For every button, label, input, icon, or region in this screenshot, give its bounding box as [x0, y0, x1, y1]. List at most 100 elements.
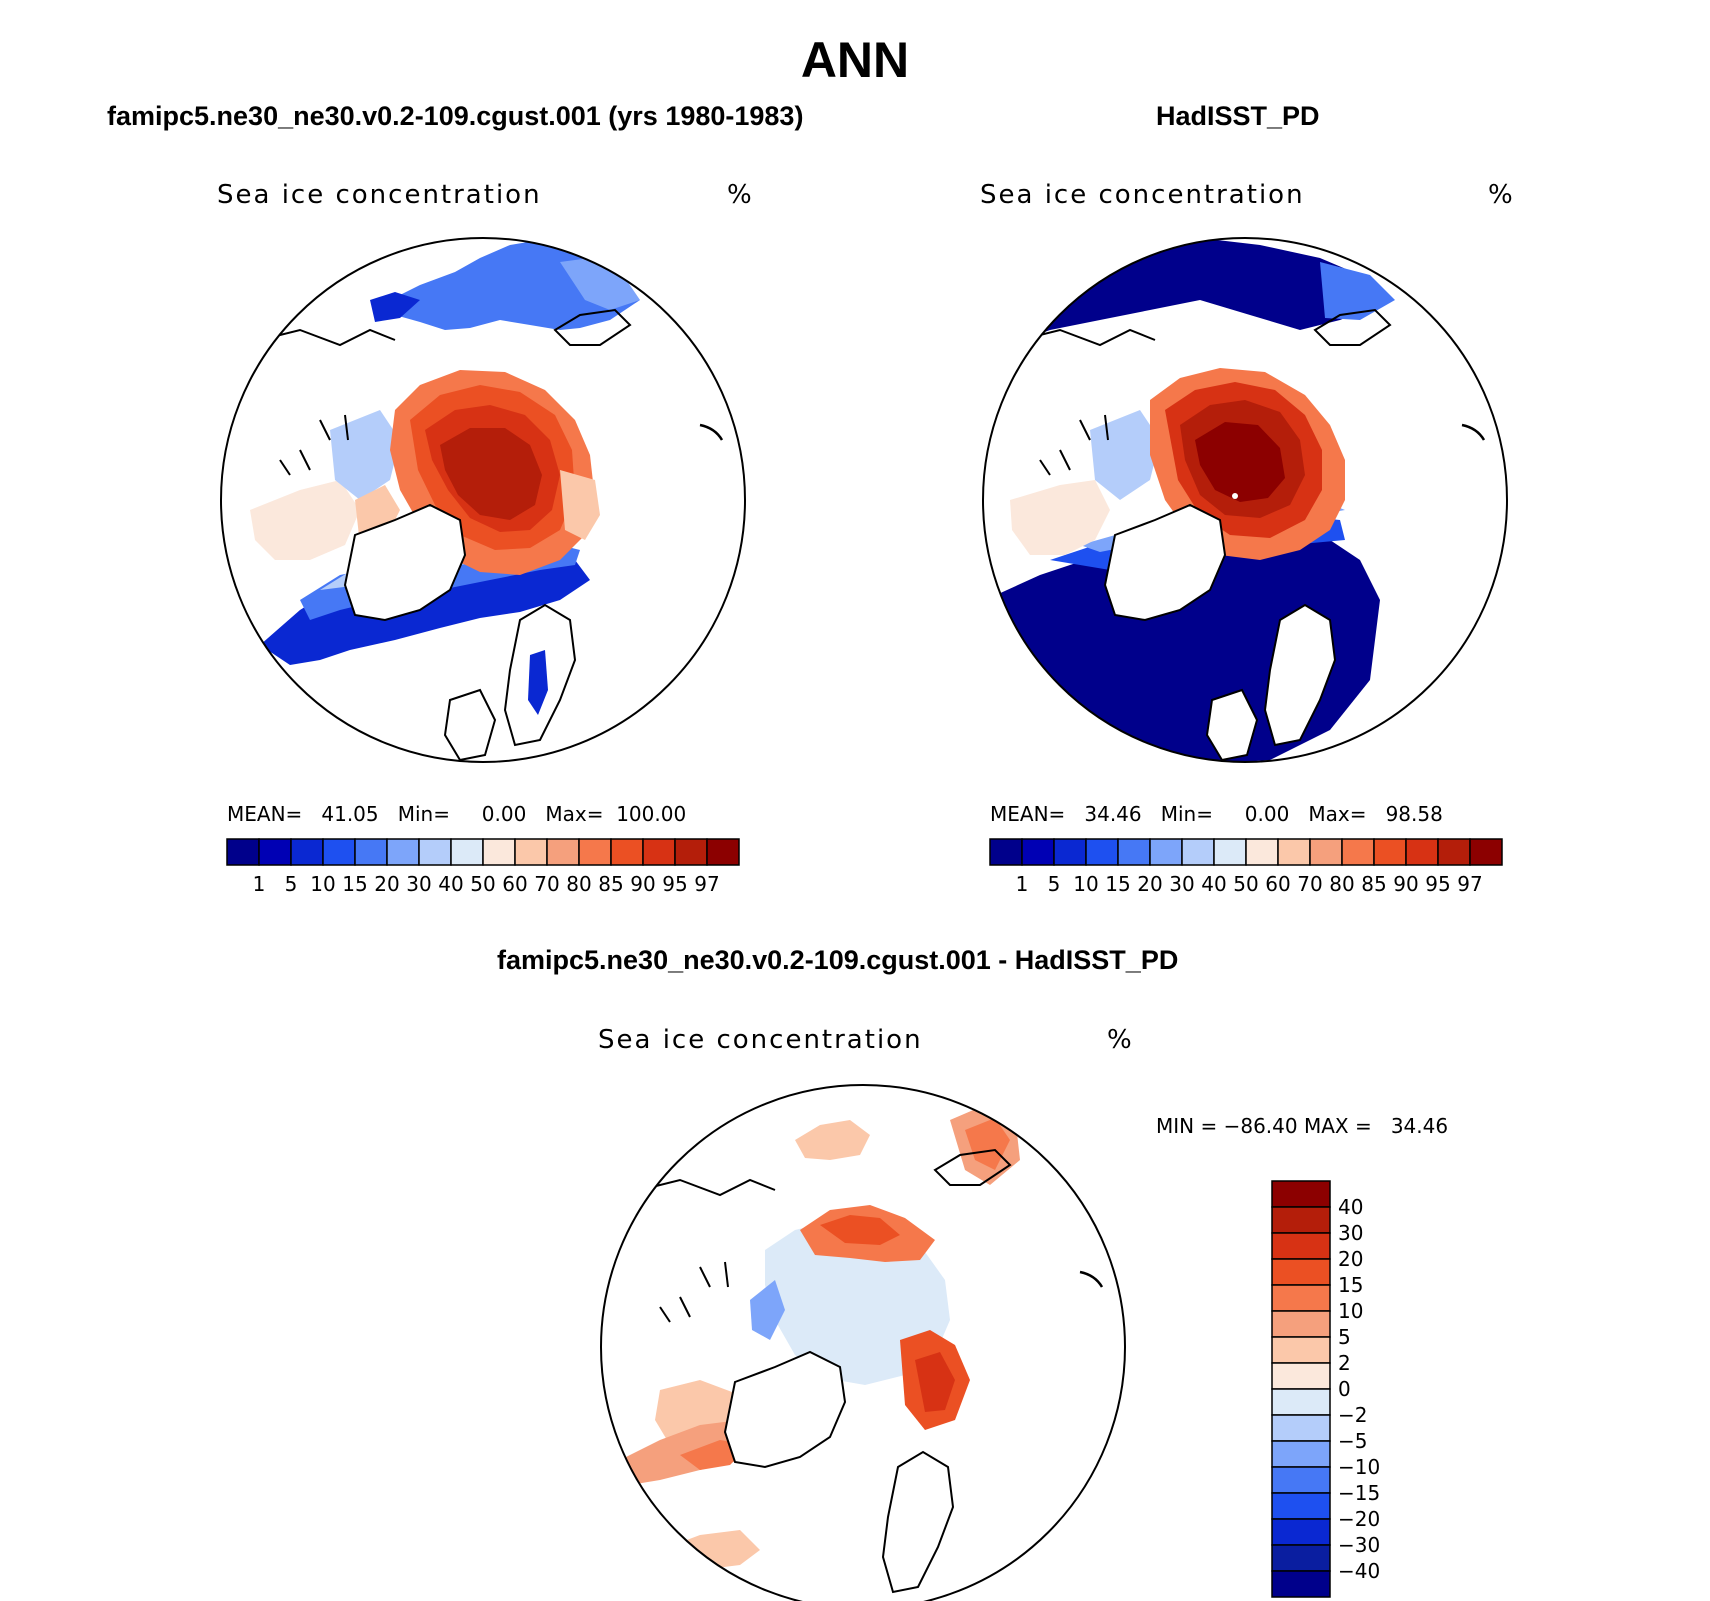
map-panel2: [982, 237, 1508, 763]
scandinavia-land-diff: [881, 1450, 955, 1594]
cb3-swatch: [1271, 1544, 1331, 1572]
cb1-tick-label: 90: [630, 872, 655, 896]
atlantic-ice-band: [260, 555, 590, 665]
cb3-swatch: [1271, 1440, 1331, 1468]
panel1-min: 0.00: [481, 802, 527, 826]
cb3-tick-label: 15: [1338, 1273, 1363, 1297]
cb1-swatch: [642, 838, 676, 866]
cb3-tick-label: −15: [1338, 1481, 1380, 1505]
panel3-min: −86.40: [1223, 1114, 1298, 1138]
panel3-max-label: MAX =: [1303, 1114, 1372, 1138]
cb1-swatch: [706, 838, 740, 866]
cb1-swatch: [418, 838, 452, 866]
cb1-tick-label: 70: [534, 872, 559, 896]
cb3-tick-label: 5: [1338, 1325, 1351, 1349]
cb1-swatch: [514, 838, 548, 866]
cb3-tick-label: 10: [1338, 1299, 1363, 1323]
colorbar-panel2: 1 5 10 15 20 30 40 50 60 70 80 85 90 95 97: [989, 838, 1503, 896]
cb3-swatch: [1271, 1310, 1331, 1338]
cb2-tick-label: 30: [1169, 872, 1194, 896]
cb2-swatch: [1469, 838, 1503, 866]
cb2-swatch: [1373, 838, 1407, 866]
cb1-swatch: [386, 838, 420, 866]
cb1-swatch: [290, 838, 324, 866]
cb2-tick-label: 80: [1329, 872, 1354, 896]
map-panel3: [600, 1084, 1126, 1601]
cb2-tick-label: 60: [1265, 872, 1290, 896]
panel1-mean: 41.05: [321, 802, 379, 826]
panel2-units: %: [1488, 180, 1513, 210]
cb2-swatch: [1437, 838, 1471, 866]
panel2-mean-label: MEAN=: [990, 802, 1066, 826]
cb2-tick-label: 90: [1393, 872, 1418, 896]
cb3-swatch: [1271, 1570, 1331, 1598]
cb2-tick-label: 97: [1457, 872, 1482, 896]
cb2-swatch: [1341, 838, 1375, 866]
cb3-tick-label: −10: [1338, 1455, 1380, 1479]
cb3-swatch: [1271, 1414, 1331, 1442]
panel2-stats: MEAN= 34.46 Min= 0.00 Max= 98.58: [990, 802, 1443, 826]
cb1-tick-label: 1: [253, 872, 266, 896]
cb2-tick-label: 15: [1105, 872, 1130, 896]
panel2-min-label: Min=: [1160, 802, 1213, 826]
colorbar-panel1: 1 5 10 15 20 30 40 50 60 70 80 85 90 95 97: [226, 838, 740, 896]
cb2-swatch: [1213, 838, 1247, 866]
cb2-swatch: [1181, 838, 1215, 866]
panel3-min-label: MIN =: [1156, 1114, 1218, 1138]
cb2-tick-label: 95: [1425, 872, 1450, 896]
cb1-swatch: [546, 838, 580, 866]
cb1-swatch: [610, 838, 644, 866]
panel2-mean: 34.46: [1084, 802, 1142, 826]
cb3-swatch: [1271, 1336, 1331, 1364]
cb1-swatch: [354, 838, 388, 866]
panel1-max-label: Max=: [545, 802, 604, 826]
cb1-tick-label: 95: [662, 872, 687, 896]
map-panel1: [220, 237, 746, 763]
cb3-tick-label: −20: [1338, 1507, 1380, 1531]
cb2-swatch: [1053, 838, 1087, 866]
greenland-land: [343, 503, 467, 622]
cb1-swatch: [482, 838, 516, 866]
panel1-min-label: Min=: [397, 802, 450, 826]
cb3-tick-label: −2: [1338, 1403, 1367, 1427]
panel3-title: famipc5.ne30_ne30.v0.2-109.cgust.001 - H…: [497, 945, 1179, 975]
cb3-swatch: [1271, 1180, 1331, 1208]
cb1-tick-label: 20: [374, 872, 399, 896]
cb3-tick-label: 0: [1338, 1377, 1351, 1401]
panel3-units: %: [1107, 1025, 1132, 1055]
greenland-land-obs: [1103, 503, 1227, 622]
cb2-swatch: [1309, 838, 1343, 866]
cb2-swatch: [1405, 838, 1439, 866]
panel1-variable-label: Sea ice concentration: [217, 180, 542, 210]
cb3-tick-label: 2: [1338, 1351, 1351, 1375]
cb3-swatch: [1271, 1388, 1331, 1416]
scandinavia-land-obs: [1263, 603, 1337, 747]
map2-boundary: [982, 237, 1508, 763]
panel1-mean-label: MEAN=: [227, 802, 303, 826]
cb3-tick-label: 40: [1338, 1195, 1363, 1219]
cb1-tick-label: 5: [285, 872, 298, 896]
cb1-tick-label: 40: [438, 872, 463, 896]
greenland-land-diff: [723, 1350, 847, 1469]
panel1-units: %: [727, 180, 752, 210]
panel2-title: HadISST_PD: [1156, 101, 1320, 131]
cb3-swatch: [1271, 1206, 1331, 1234]
panel3-stats: MIN = −86.40 MAX = 34.46: [1156, 1114, 1448, 1138]
cb1-swatch: [450, 838, 484, 866]
panel1-stats: MEAN= 41.05 Min= 0.00 Max= 100.00: [227, 802, 686, 826]
panel2-variable-label: Sea ice concentration: [980, 180, 1305, 210]
cb1-tick-label: 80: [566, 872, 591, 896]
figure-title: ANN: [800, 32, 910, 88]
cb3-swatch: [1271, 1258, 1331, 1286]
cb1-swatch: [226, 838, 260, 866]
cb2-tick-label: 70: [1297, 872, 1322, 896]
panel1-title: famipc5.ne30_ne30.v0.2-109.cgust.001 (yr…: [107, 101, 804, 131]
cb2-tick-label: 20: [1137, 872, 1162, 896]
cb1-tick-label: 97: [694, 872, 719, 896]
cb1-swatch: [578, 838, 612, 866]
cb1-tick-label: 30: [406, 872, 431, 896]
cb2-swatch: [1277, 838, 1311, 866]
cb2-tick-label: 85: [1361, 872, 1386, 896]
